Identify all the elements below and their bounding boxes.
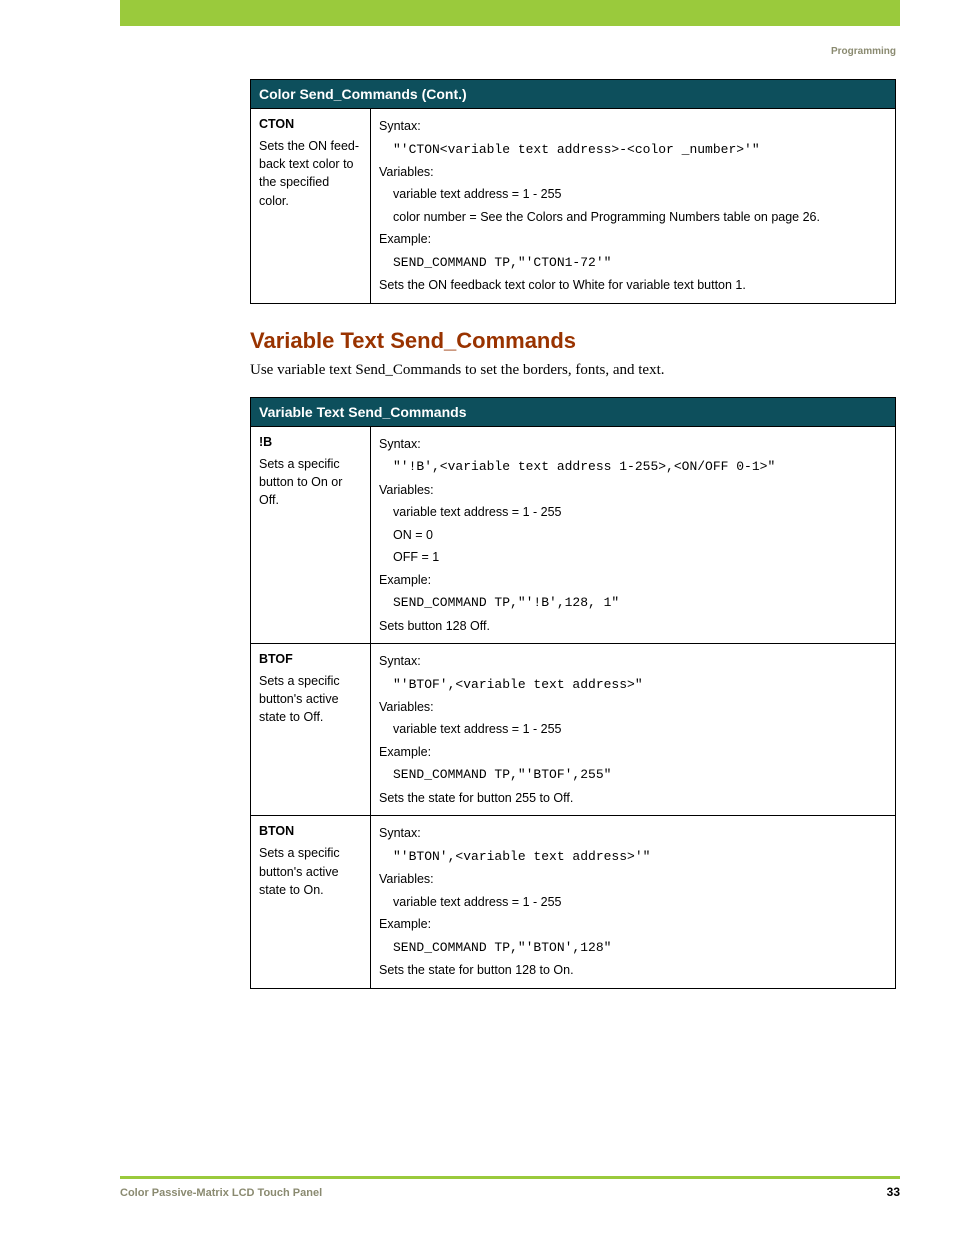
example-note: Sets the state for button 255 to Off. — [379, 787, 887, 810]
variable-line: variable text address = 1 - 255 — [379, 183, 887, 206]
variables-label: Variables: — [379, 696, 887, 719]
cmd-left-cell: !B Sets a specific button to On or Off. — [251, 426, 371, 643]
example-note: Sets the state for button 128 to On. — [379, 959, 887, 982]
example-label: Example: — [379, 913, 887, 936]
syntax-label: Syntax: — [379, 115, 887, 138]
variable-line: color number = See the Colors and Progra… — [379, 206, 887, 229]
content-area: Color Send_Commands (Cont.) CTON Sets th… — [0, 57, 954, 989]
header-section-label: Programming — [0, 26, 954, 57]
example-code: SEND_COMMAND TP,"'BTOF',255" — [379, 763, 887, 786]
footer-product-name: Color Passive-Matrix LCD Touch Panel — [120, 1187, 322, 1199]
variable-line: variable text address = 1 - 255 — [379, 891, 887, 914]
cmd-right-cell: Syntax: "'BTOF',<variable text address>"… — [371, 644, 896, 816]
table-row: !B Sets a specific button to On or Off. … — [251, 426, 896, 643]
variables-label: Variables: — [379, 479, 887, 502]
table-row: BTOF Sets a specific button's active sta… — [251, 644, 896, 816]
example-code: SEND_COMMAND TP,"'CTON1-72'" — [379, 251, 887, 274]
section-title: Variable Text Send_Commands — [250, 328, 896, 354]
variable-text-send-commands-table: Variable Text Send_Commands !B Sets a sp… — [250, 397, 896, 989]
cmd-desc: Sets a specific button to On or Off. — [259, 455, 362, 509]
table-header-row: Variable Text Send_Commands — [251, 397, 896, 426]
page: Programming Color Send_Commands (Cont.) … — [0, 0, 954, 1235]
section-intro: Use variable text Send_Commands to set t… — [250, 362, 896, 379]
cmd-name: CTON — [259, 115, 362, 133]
cmd-left-cell: BTOF Sets a specific button's active sta… — [251, 644, 371, 816]
variable-line: variable text address = 1 - 255 — [379, 501, 887, 524]
table-row: BTON Sets a specific button's active sta… — [251, 816, 896, 988]
variable-line: ON = 0 — [379, 524, 887, 547]
cmd-name: BTON — [259, 822, 362, 840]
variable-line: OFF = 1 — [379, 546, 887, 569]
variables-label: Variables: — [379, 868, 887, 891]
color-send-commands-table: Color Send_Commands (Cont.) CTON Sets th… — [250, 79, 896, 304]
cmd-left-cell: BTON Sets a specific button's active sta… — [251, 816, 371, 988]
example-label: Example: — [379, 569, 887, 592]
example-label: Example: — [379, 741, 887, 764]
table2-title: Variable Text Send_Commands — [251, 397, 896, 426]
syntax-label: Syntax: — [379, 822, 887, 845]
syntax-code: "'BTON',<variable text address>'" — [379, 845, 887, 868]
syntax-label: Syntax: — [379, 433, 887, 456]
cmd-left-cell: CTON Sets the ON feed-back text color to… — [251, 109, 371, 304]
example-code: SEND_COMMAND TP,"'BTON',128" — [379, 936, 887, 959]
cmd-name: BTOF — [259, 650, 362, 668]
syntax-code: "'CTON<variable text address>-<color _nu… — [379, 138, 887, 161]
cmd-desc: Sets a specific button's active state to… — [259, 844, 362, 898]
cmd-desc: Sets a specific button's active state to… — [259, 672, 362, 726]
example-code: SEND_COMMAND TP,"'!B',128, 1" — [379, 591, 887, 614]
cmd-name: !B — [259, 433, 362, 451]
variable-line: variable text address = 1 - 255 — [379, 718, 887, 741]
cmd-right-cell: Syntax: "'!B',<variable text address 1-2… — [371, 426, 896, 643]
footer-page-number: 33 — [887, 1185, 900, 1199]
example-note: Sets the ON feedback text color to White… — [379, 274, 887, 297]
syntax-code: "'BTOF',<variable text address>" — [379, 673, 887, 696]
page-footer: Color Passive-Matrix LCD Touch Panel 33 — [120, 1176, 900, 1199]
syntax-code: "'!B',<variable text address 1-255>,<ON/… — [379, 455, 887, 478]
table-row: CTON Sets the ON feed-back text color to… — [251, 109, 896, 304]
syntax-label: Syntax: — [379, 650, 887, 673]
cmd-desc: Sets the ON feed-back text color to the … — [259, 137, 362, 210]
table1-title: Color Send_Commands (Cont.) — [251, 80, 896, 109]
variables-label: Variables: — [379, 161, 887, 184]
table-header-row: Color Send_Commands (Cont.) — [251, 80, 896, 109]
cmd-right-cell: Syntax: "'BTON',<variable text address>'… — [371, 816, 896, 988]
cmd-right-cell: Syntax: "'CTON<variable text address>-<c… — [371, 109, 896, 304]
top-accent-bar — [120, 0, 900, 26]
example-note: Sets button 128 Off. — [379, 615, 887, 638]
example-label: Example: — [379, 228, 887, 251]
